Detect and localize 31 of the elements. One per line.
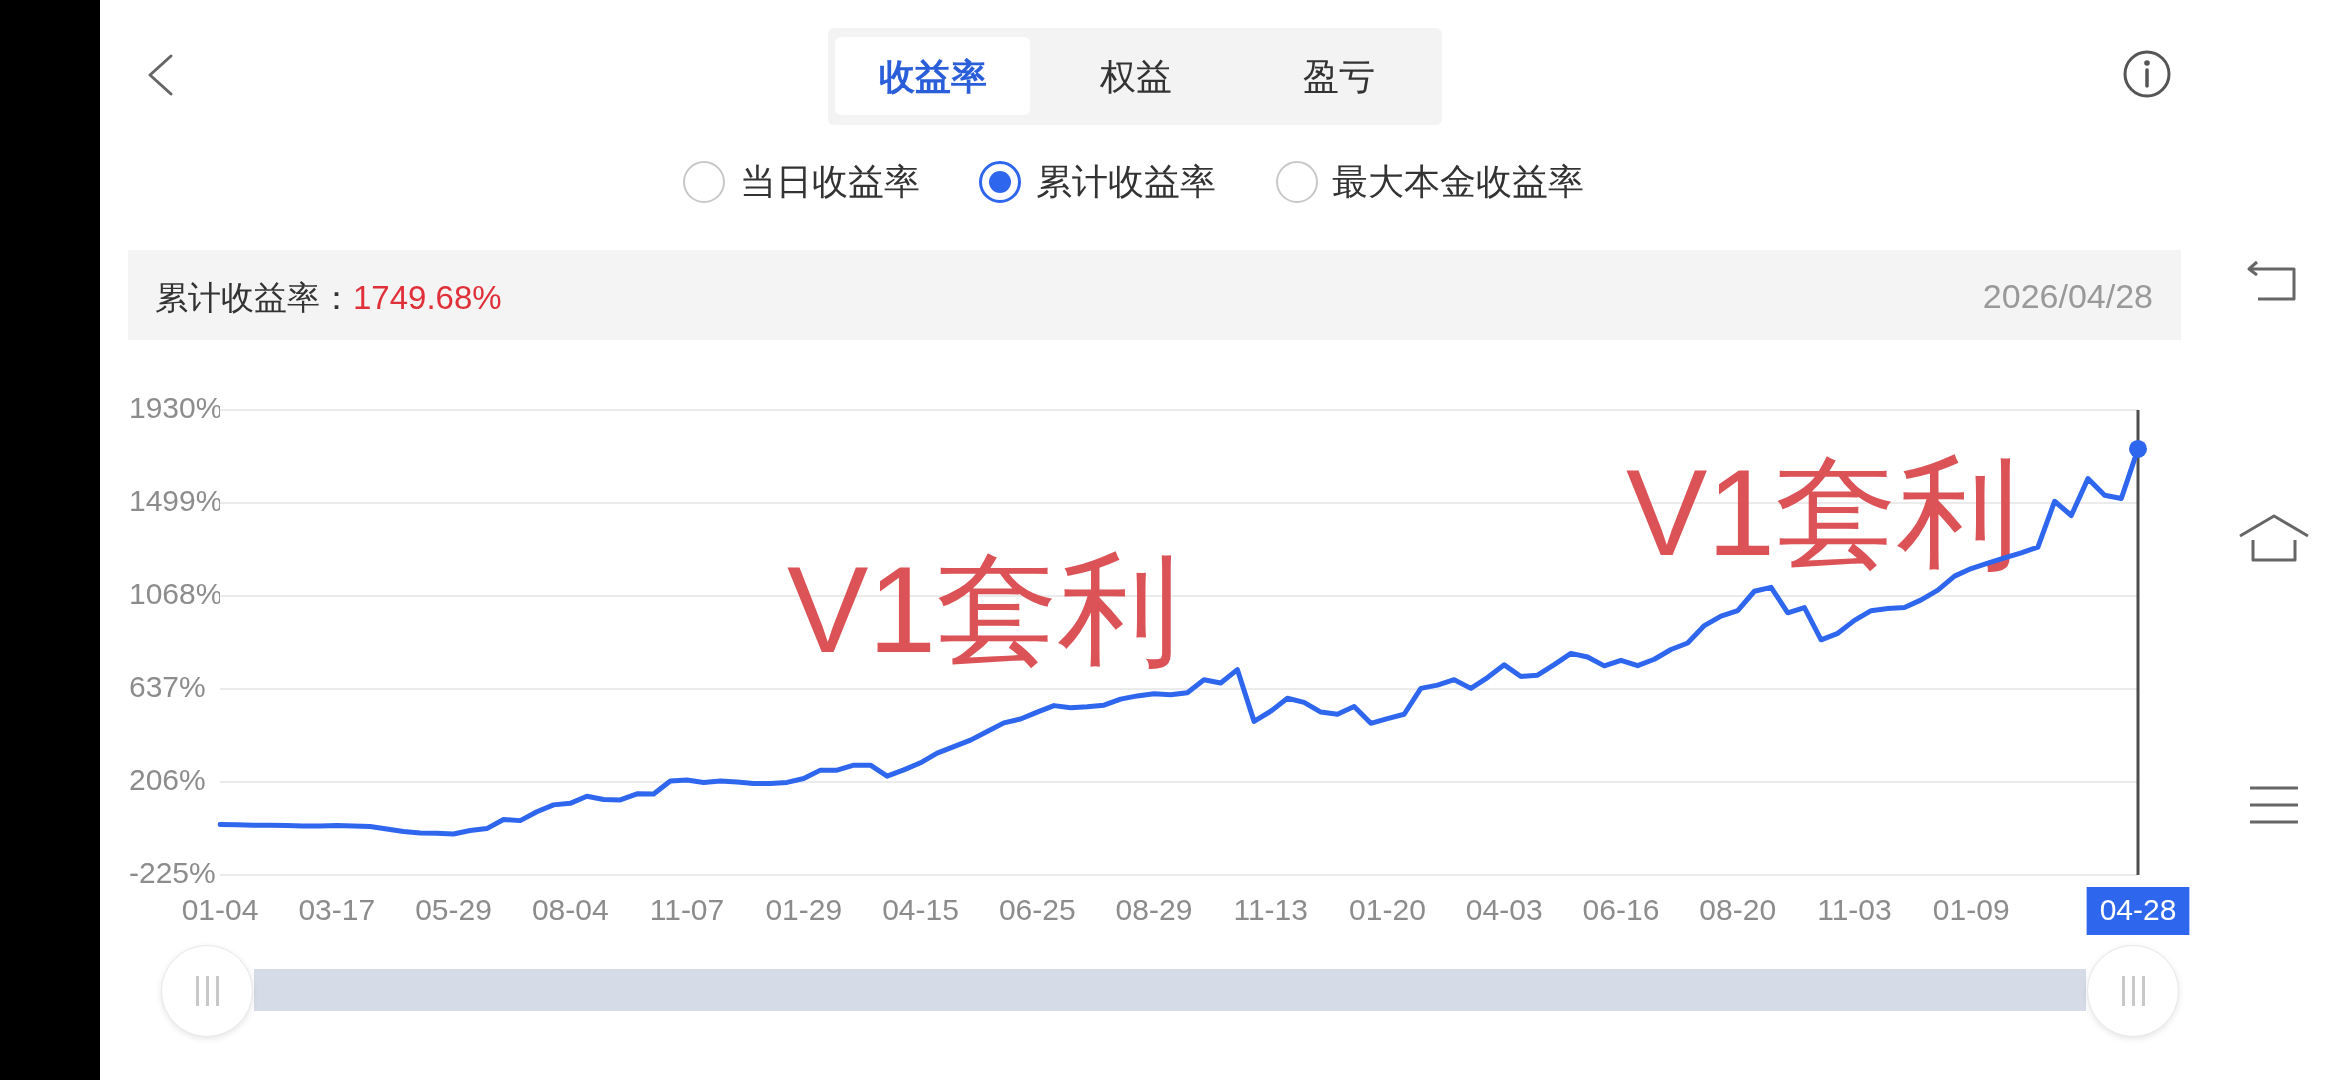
x-tick-label: 08-29 xyxy=(1115,893,1193,927)
x-tick-label: 04-28 xyxy=(2099,893,2177,927)
x-tick-label: 01-20 xyxy=(1349,893,1426,927)
x-tick-label: 08-04 xyxy=(531,893,609,927)
text: 累计收益率 xyxy=(1036,161,1216,203)
x-tick-label: 11-07 xyxy=(649,893,725,927)
x-tick-label: 11-03 xyxy=(1817,893,1892,927)
x-tick-label: 06-25 xyxy=(998,893,1076,927)
text: 权益 xyxy=(1100,56,1172,98)
chart-title: 累计收益率： xyxy=(155,278,353,318)
x-tick-label: 04-03 xyxy=(1465,893,1543,927)
x-tick-label: 05-29 xyxy=(415,893,492,927)
x-tick-label: 11-13 xyxy=(1233,893,1308,927)
text: 1749.68% xyxy=(353,278,502,318)
x-tick-label: 01-09 xyxy=(1932,893,2010,927)
x-tick-label: 04-15 xyxy=(882,893,959,927)
text: 最大本金收益率 xyxy=(1332,161,1584,203)
y-tick-label: 206% xyxy=(129,763,206,797)
y-tick-label: -225% xyxy=(129,856,216,890)
text: 当日收益率 xyxy=(740,161,920,203)
text: 盈亏 xyxy=(1303,56,1375,98)
x-tick-label: 06-16 xyxy=(1582,893,1660,927)
text: 收益率 xyxy=(879,56,987,98)
x-tick-label: 08-20 xyxy=(1699,893,1777,927)
x-tick-label: 01-29 xyxy=(765,893,843,927)
x-tick-label: 03-17 xyxy=(298,893,376,927)
annotation: V1套利 xyxy=(786,541,1181,678)
x-tick-label: 01-04 xyxy=(181,893,259,927)
y-tick-label: 637% xyxy=(129,670,206,704)
chart-subtitle: 2026/04/28 xyxy=(1982,276,2153,316)
annotation: V1套利 xyxy=(1625,444,2020,581)
